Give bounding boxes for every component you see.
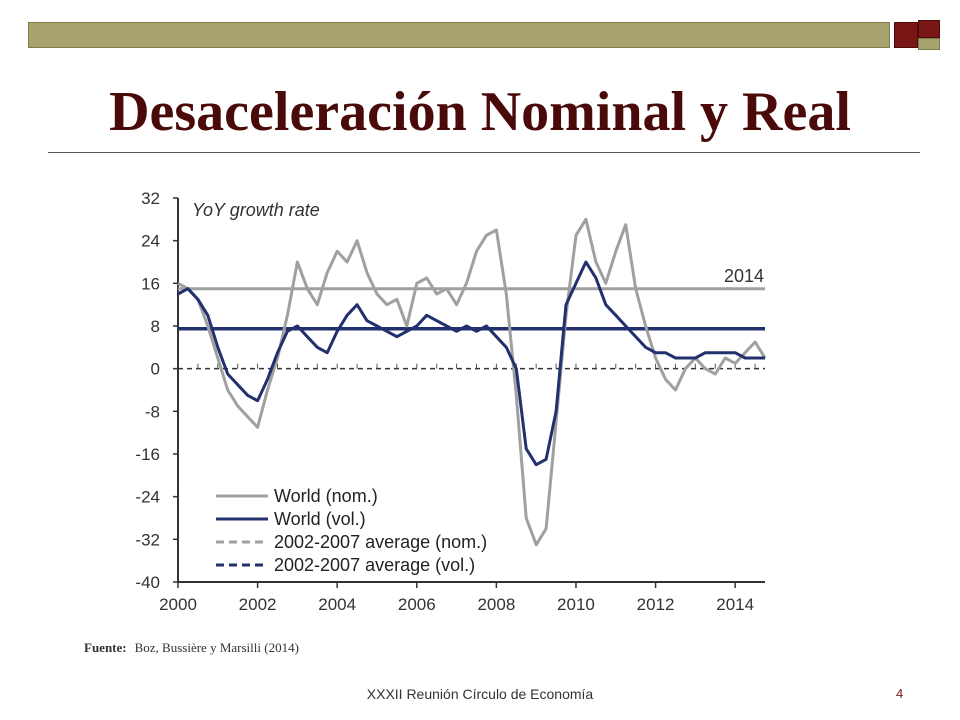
legend-label: World (nom.) bbox=[274, 486, 378, 506]
y-tick-label: -32 bbox=[135, 530, 160, 549]
series-line-world-nom bbox=[177, 217, 767, 547]
slide-title: Desaceleración Nominal y Real bbox=[109, 81, 851, 143]
y-tick-label: 32 bbox=[141, 189, 160, 208]
chart-legend: World (nom.) World (vol.) 2002-2007 averag… bbox=[216, 486, 487, 575]
source-note: Fuente: Boz, Bussière y Marsilli (2014) bbox=[84, 640, 299, 656]
chart-annotation: YoY growth rate bbox=[192, 200, 320, 220]
x-tick-label: 2010 bbox=[557, 595, 595, 614]
series-lines bbox=[177, 217, 767, 547]
x-tick-label: 2002 bbox=[239, 595, 277, 614]
y-tick-label: -40 bbox=[135, 573, 160, 592]
y-tick-label: 8 bbox=[151, 317, 160, 336]
top-decorative-bar bbox=[28, 22, 918, 48]
legend-label: World (vol.) bbox=[274, 509, 366, 529]
corner-square-maroon bbox=[918, 20, 940, 38]
slide-footer: XXXII Reunión Círculo de Economía bbox=[366, 686, 594, 702]
x-tick-label: 2000 bbox=[159, 595, 197, 614]
y-tick-label: 16 bbox=[141, 274, 160, 293]
source-label: Fuente: bbox=[84, 640, 127, 655]
x-tick-label: 2004 bbox=[318, 595, 356, 614]
y-tick-label: -8 bbox=[145, 402, 160, 421]
y-tick-label: -24 bbox=[135, 488, 160, 507]
legend-label: 2002-2007 average (nom.) bbox=[274, 532, 487, 552]
y-tick-label: 24 bbox=[141, 232, 160, 251]
corner-square-olive bbox=[918, 38, 940, 50]
chart-axes bbox=[173, 197, 765, 588]
x-tick-label: 2014 bbox=[716, 595, 754, 614]
x-tick-label: 2012 bbox=[637, 595, 675, 614]
x-tick-label: 2006 bbox=[398, 595, 436, 614]
top-bar-olive-segment bbox=[28, 22, 890, 48]
legend-label: 2002-2007 average (vol.) bbox=[274, 555, 475, 575]
series-line-world-vol bbox=[177, 260, 765, 467]
y-tick-label: -16 bbox=[135, 445, 160, 464]
x-tick-label: 2008 bbox=[477, 595, 515, 614]
label-2014: 2014 bbox=[724, 266, 764, 286]
top-bar-maroon-segment bbox=[894, 22, 918, 48]
y-tick-labels: 32 24 16 8 0 -8 -16 -24 -32 -40 bbox=[135, 189, 160, 592]
page-number: 4 bbox=[896, 686, 904, 701]
source-text: Boz, Bussière y Marsilli (2014) bbox=[134, 640, 299, 655]
x-tick-labels: 2000 2002 2004 2006 2008 2010 2012 2014 bbox=[159, 595, 754, 614]
y-tick-label: 0 bbox=[151, 360, 160, 379]
title-divider bbox=[48, 152, 920, 153]
